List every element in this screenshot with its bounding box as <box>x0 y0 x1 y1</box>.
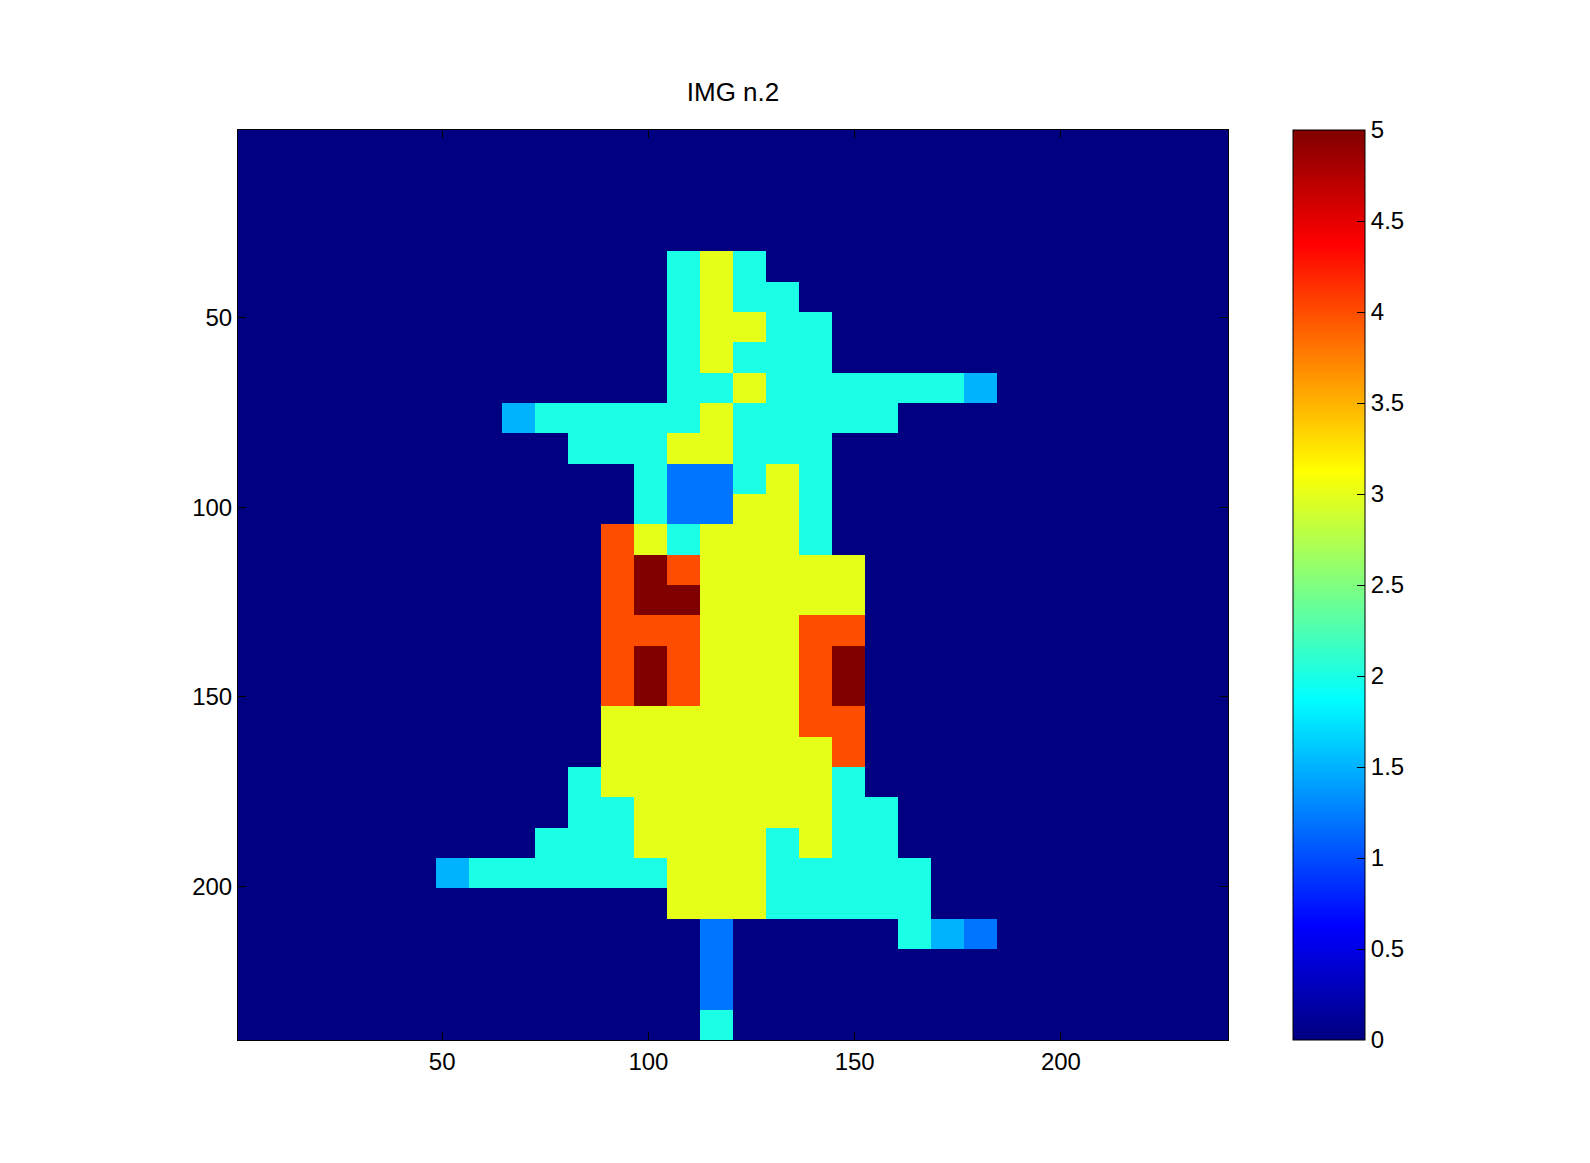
svg-text:0: 0 <box>1371 1026 1384 1053</box>
svg-text:4.5: 4.5 <box>1371 207 1404 234</box>
svg-text:200: 200 <box>1041 1048 1081 1075</box>
svg-text:3: 3 <box>1371 480 1384 507</box>
svg-text:2: 2 <box>1371 662 1384 689</box>
svg-text:2.5: 2.5 <box>1371 571 1404 598</box>
svg-text:100: 100 <box>192 494 232 521</box>
svg-text:50: 50 <box>205 304 232 331</box>
svg-text:150: 150 <box>835 1048 875 1075</box>
svg-text:150: 150 <box>192 683 232 710</box>
svg-text:50: 50 <box>429 1048 456 1075</box>
svg-text:200: 200 <box>192 873 232 900</box>
svg-text:100: 100 <box>628 1048 668 1075</box>
svg-text:1: 1 <box>1371 844 1384 871</box>
svg-text:1.5: 1.5 <box>1371 753 1404 780</box>
svg-text:IMG n.2: IMG n.2 <box>687 77 779 107</box>
svg-text:4: 4 <box>1371 298 1384 325</box>
svg-text:0.5: 0.5 <box>1371 935 1404 962</box>
svg-text:5: 5 <box>1371 116 1384 143</box>
svg-text:3.5: 3.5 <box>1371 389 1404 416</box>
